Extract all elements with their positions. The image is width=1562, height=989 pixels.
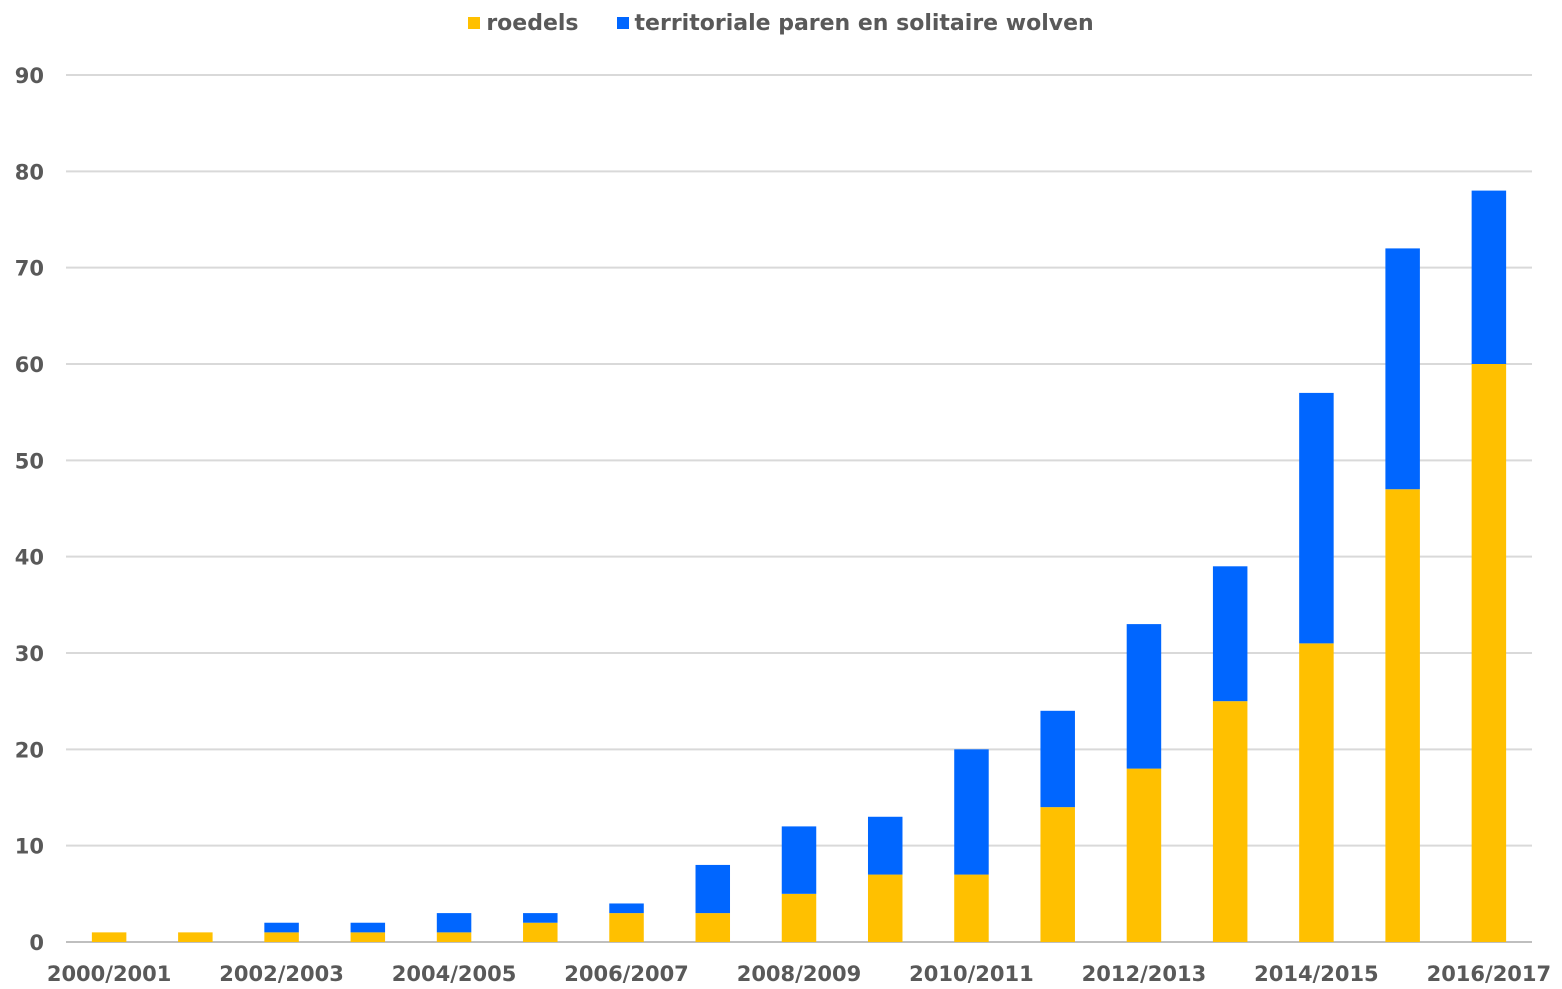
y-tick-label: 80 (15, 160, 44, 184)
bar-roedels (264, 932, 299, 942)
bar-roedels (178, 932, 213, 942)
bar-territoriale (1385, 248, 1420, 490)
bar-territoriale (350, 922, 386, 933)
bar-roedels (523, 922, 558, 942)
bar-territoriale (695, 864, 731, 914)
y-tick-label: 90 (15, 64, 44, 88)
bar-territoriale (867, 816, 903, 875)
y-tick-label: 0 (29, 931, 44, 955)
bar-territoriale (609, 903, 644, 914)
bar-territoriale (264, 922, 299, 933)
legend-label-territoriale: territoriale paren en solitaire wolven (634, 10, 1094, 36)
gridlines (66, 74, 1532, 943)
bar-roedels (954, 874, 989, 942)
bar-roedels (350, 932, 386, 942)
y-tick-label: 50 (15, 449, 44, 473)
bar-territoriale (1471, 190, 1507, 364)
legend-label-roedels: roedels (486, 10, 579, 36)
bar-territoriale (523, 913, 558, 923)
chart-legend: roedels territoriale paren en solitaire … (0, 8, 1562, 38)
y-tick-label: 30 (15, 642, 44, 666)
y-tick-label: 20 (15, 738, 44, 762)
bar-territoriale (436, 913, 472, 933)
legend-item-territoriale: territoriale paren en solitaire wolven (616, 10, 1094, 36)
x-tick-label: 2004/2005 (392, 962, 517, 986)
legend-swatch-territoriale (616, 17, 629, 29)
bar-territoriale (781, 826, 817, 894)
bar-roedels (1471, 364, 1507, 942)
bar-roedels (1299, 643, 1334, 942)
x-tick-label: 2010/2011 (909, 962, 1034, 986)
bar-series (91, 190, 1507, 942)
bar-roedels (695, 913, 731, 942)
bar-roedels (609, 913, 644, 942)
bar-territoriale (954, 749, 989, 875)
bar-roedels (1126, 768, 1162, 942)
bar-roedels (781, 893, 817, 942)
bar-territoriale (1040, 710, 1075, 808)
y-axis-ticks: 0 10 20 30 40 50 60 70 80 90 (15, 64, 44, 955)
x-tick-label: 2000/2001 (47, 962, 172, 986)
y-tick-label: 70 (15, 257, 44, 281)
bar-roedels (91, 932, 127, 942)
y-tick-label: 10 (15, 835, 44, 859)
bar-roedels (1040, 807, 1075, 942)
y-tick-label: 60 (15, 353, 44, 377)
bar-roedels (1385, 489, 1420, 942)
bar-territoriale (1299, 392, 1334, 644)
x-tick-label: 2002/2003 (219, 962, 344, 986)
x-tick-label: 2008/2009 (737, 962, 862, 986)
y-tick-label: 40 (15, 546, 44, 570)
bar-territoriale (1212, 566, 1248, 702)
bar-roedels (436, 932, 472, 942)
x-tick-label: 2014/2015 (1254, 962, 1379, 986)
bar-roedels (1212, 701, 1248, 942)
x-tick-label: 2016/2017 (1427, 962, 1552, 986)
bar-territoriale (1126, 624, 1162, 769)
x-tick-label: 2012/2013 (1082, 962, 1207, 986)
legend-item-roedels: roedels (468, 10, 579, 36)
x-tick-label: 2006/2007 (564, 962, 689, 986)
legend-swatch-roedels (468, 17, 481, 29)
x-axis-ticks: 2000/2001 2002/2003 2004/2005 2006/2007 2008… (47, 962, 1551, 986)
bar-roedels (867, 874, 903, 942)
